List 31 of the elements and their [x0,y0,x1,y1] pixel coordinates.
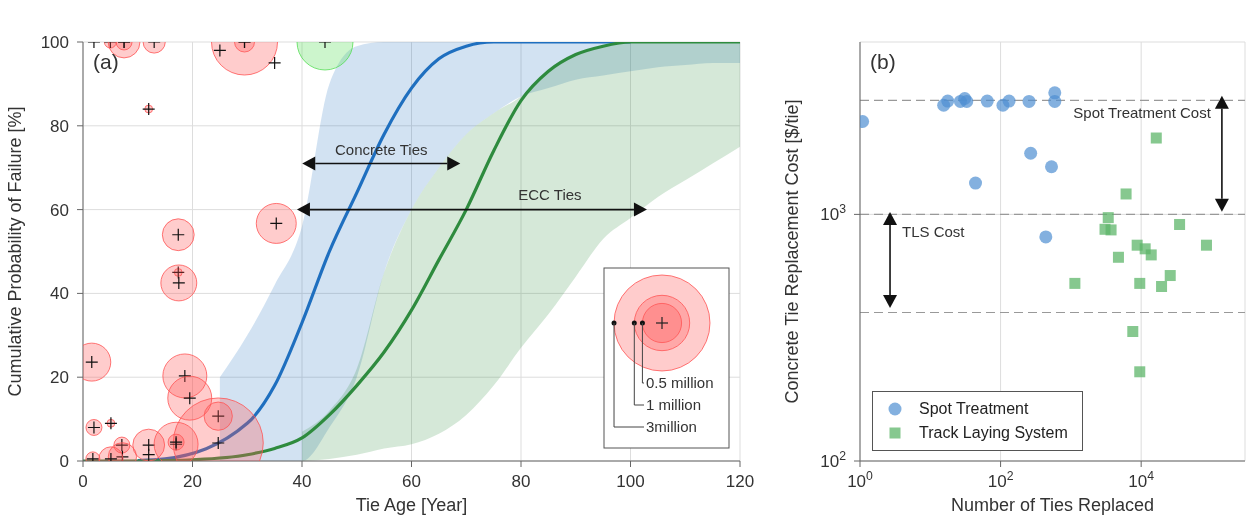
x-tick-label: 0 [78,472,88,491]
x-tick-label: 20 [183,472,202,491]
chart-title: (b) [870,50,896,74]
y-axis-title: Cumulative Probability of Failure [%] [5,106,26,397]
annotation: ECC Ties [518,185,582,203]
x-tick-label: 10$^{0}$ [847,469,874,491]
legend-label: 1 million [646,396,702,413]
y-axis-title: Concrete Tie Replacement Cost [$/tie] [782,99,803,404]
legend-label: 3million [646,418,697,435]
y-tick-label: 0 [59,451,69,471]
y-tick-label: 10$^{3}$ [820,202,847,225]
y-tick-label: 60 [50,200,69,220]
legend-label: 0.5 million [646,374,714,391]
y-tick-label: 40 [50,284,69,304]
x-tick-label: 40 [292,472,312,491]
annotation: Spot Treatment Cost [1073,103,1212,121]
y-tick-label: 100 [40,32,69,52]
x-tick-label: 10$^{2}$ [987,469,1014,491]
x-axis-title: Tie Age [Year] [355,495,468,515]
x-axis-title: Number of Ties Replaced [950,495,1155,515]
legend-label: Track Laying System [919,423,1068,443]
x-tick-label: 100 [616,472,645,491]
annotation: TLS Cost [902,222,966,240]
x-tick-label: 80 [511,472,531,491]
x-tick-label: 120 [725,472,755,491]
legend-label: Spot Treatment [919,399,1029,419]
x-tick-label: 10$^{4}$ [1128,469,1155,491]
y-tick-label: 20 [50,368,69,388]
chart-title: (a) [93,50,119,74]
x-tick-label: 60 [402,472,421,491]
y-tick-label: 80 [50,116,69,136]
